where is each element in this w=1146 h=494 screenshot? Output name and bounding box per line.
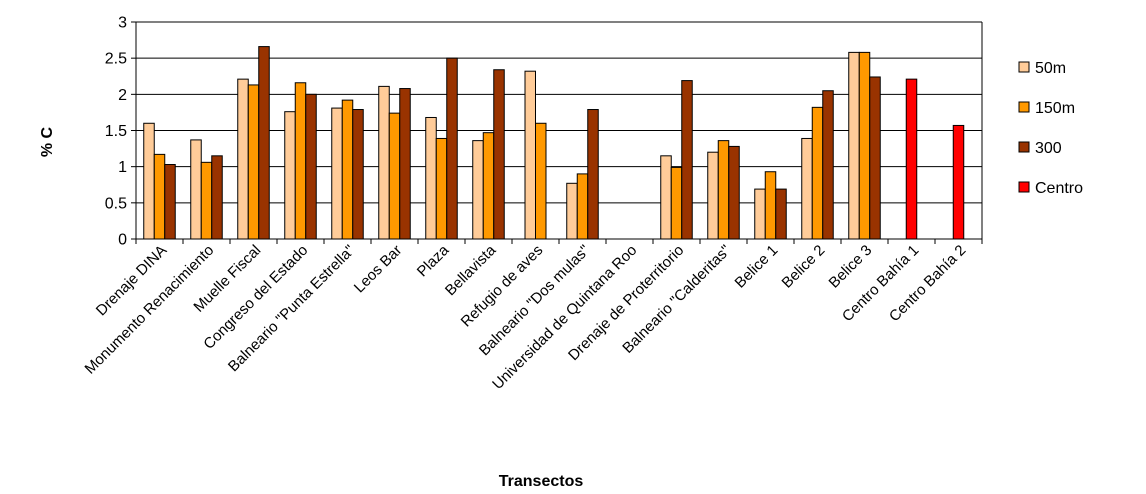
legend-swatch: [1018, 61, 1030, 73]
y-tick-label: 2: [118, 87, 127, 104]
bar: [728, 145, 740, 240]
bar: [717, 140, 730, 240]
bar: [754, 188, 766, 240]
x-tick-label: Belice 1: [732, 242, 782, 292]
legend-swatch: [1018, 101, 1030, 113]
legend-swatch: [1018, 141, 1030, 153]
y-axis-title: % C: [39, 126, 56, 157]
legend-label: 50m: [1035, 60, 1066, 77]
bar: [378, 85, 390, 240]
bar: [801, 137, 813, 240]
bar: [341, 99, 354, 240]
axes: [135, 22, 983, 244]
bar: [294, 82, 307, 240]
bar: [153, 153, 166, 240]
bar: [143, 122, 155, 240]
legend-label: 300: [1035, 140, 1062, 157]
bar: [435, 137, 448, 240]
x-axis-title: Transectos: [499, 473, 584, 490]
bar: [284, 111, 296, 240]
bar: [446, 57, 458, 240]
bar: [764, 171, 777, 240]
bar: [670, 166, 683, 240]
bar: [681, 80, 693, 240]
bar: [952, 124, 965, 240]
bar: [660, 155, 672, 240]
y-tick-label: 3: [118, 15, 127, 32]
bar: [775, 188, 787, 240]
bar: [707, 151, 719, 240]
legend: 50m 150m 300 Centro: [1018, 60, 1083, 197]
legend-label: Centro: [1035, 180, 1083, 197]
x-tick-label: Belice 2: [779, 242, 829, 292]
y-tick-labels: 0 0.5 1 1.5 2 2.5 3: [105, 15, 127, 249]
bar: [200, 161, 213, 240]
bar: [425, 116, 437, 240]
bar: [164, 164, 176, 240]
x-tick-label: Refugio de aves: [458, 242, 547, 331]
bar: [211, 155, 223, 240]
bar: [482, 132, 495, 240]
legend-label: 150m: [1035, 100, 1075, 117]
bar: [587, 109, 599, 240]
y-tick-label: 0: [118, 232, 127, 249]
bar: [237, 78, 249, 240]
bar: [305, 93, 317, 240]
y-tick-label: 0.5: [105, 195, 127, 212]
bar: [247, 84, 260, 240]
grid-lines: [131, 21, 982, 240]
bar: [535, 122, 547, 240]
bar: [566, 182, 578, 240]
bar: [399, 88, 411, 240]
bar: [472, 140, 484, 240]
y-tick-label: 1.5: [105, 123, 127, 140]
bar: [822, 90, 834, 240]
bar: [858, 51, 871, 240]
bar: [576, 173, 589, 240]
bar: [848, 51, 860, 240]
bar: [493, 69, 505, 240]
bar: [331, 107, 343, 240]
bar: [258, 46, 270, 240]
y-tick-label: 2.5: [105, 51, 127, 68]
bar: [388, 112, 401, 240]
bars: [143, 46, 965, 240]
bar: [905, 78, 918, 240]
bar: [524, 70, 536, 240]
y-tick-label: 1: [118, 159, 127, 176]
x-tick-label: Leos Bar: [351, 242, 405, 296]
legend-swatch: [1018, 181, 1030, 193]
bar: [190, 139, 202, 240]
bar: [352, 109, 364, 240]
bar: [869, 76, 881, 240]
x-tick-label: Plaza: [414, 241, 453, 280]
bar: [811, 106, 824, 240]
